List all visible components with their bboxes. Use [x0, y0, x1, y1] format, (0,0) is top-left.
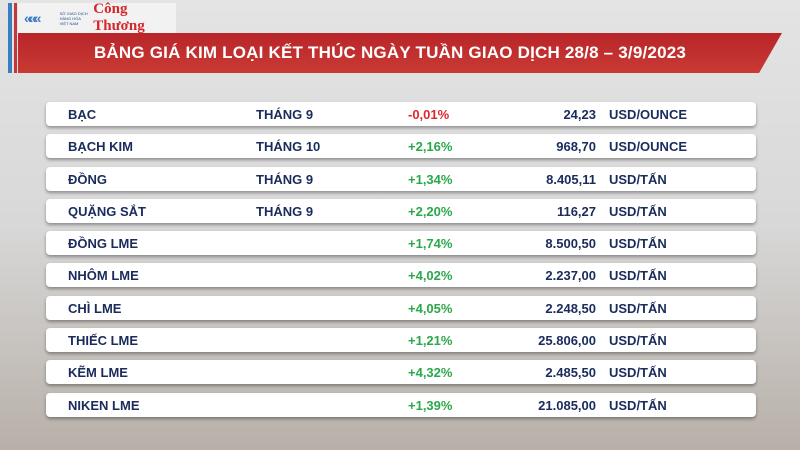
- price-value: 2.485,50: [545, 365, 596, 381]
- table-row: THIẾC LME +1,21% 25.806,00 USD/TẤN: [46, 328, 756, 353]
- metal-name: ĐỒNG LME: [68, 236, 139, 252]
- page-title: BẢNG GIÁ KIM LOẠI KẾT THÚC NGÀY TUẦN GIA…: [93, 43, 687, 62]
- contract-term: THÁNG 9: [256, 107, 314, 122]
- metal-name: KẼM LME: [68, 365, 128, 381]
- price-value: 24,23: [563, 107, 596, 122]
- accent-bar-red: [14, 3, 17, 73]
- metal-name: NHÔM LME: [68, 268, 139, 284]
- metal-name: NIKEN LME: [68, 397, 140, 413]
- price-change: +1,39%: [408, 397, 453, 413]
- price-unit: USD/OUNCE: [609, 107, 688, 122]
- metal-name: BẠCH KIM: [68, 139, 133, 155]
- metal-name: THIẾC LME: [68, 333, 139, 349]
- price-change: +1,34%: [408, 171, 453, 187]
- brand-logo: Công Thương: [93, 1, 145, 34]
- price-value: 21.085,00: [538, 397, 596, 413]
- metal-name: BẠC: [68, 107, 97, 122]
- price-change: +1,74%: [408, 236, 453, 252]
- price-value: 968,70: [556, 139, 596, 155]
- price-value: 2.237,00: [545, 268, 596, 284]
- price-change: +4,05%: [408, 300, 453, 316]
- price-unit: USD/TẤN: [609, 203, 667, 219]
- price-table: BẠC THÁNG 9 -0,01% 24,23 USD/OUNCE BẠCH KIM TH…: [46, 102, 756, 425]
- price-change: +2,16%: [408, 139, 453, 155]
- price-unit: USD/TẤN: [609, 171, 667, 187]
- price-value: 25.806,00: [538, 333, 596, 349]
- price-unit: USD/OUNCE: [609, 139, 688, 155]
- price-unit: USD/TẤN: [609, 365, 667, 381]
- price-change: +2,20%: [408, 203, 453, 219]
- price-unit: USD/TẤN: [609, 236, 667, 252]
- exchange-logo-icon: «««: [24, 10, 41, 26]
- price-change: +4,02%: [408, 268, 453, 284]
- accent-bar-blue: [8, 3, 12, 73]
- table-row: NIKEN LME +1,39% 21.085,00 USD/TẤN: [46, 392, 756, 417]
- metal-name: QUẶNG SẮT: [68, 203, 146, 219]
- contract-term: THÁNG 9: [256, 171, 314, 187]
- table-row: QUẶNG SẮT THÁNG 9 +2,20% 116,27 USD/TẤN: [46, 198, 756, 223]
- table-row: BẠCH KIM THÁNG 10 +2,16% 968,70 USD/OUNCE: [46, 134, 756, 159]
- table-row: NHÔM LME +4,02% 2.237,00 USD/TẤN: [46, 263, 756, 288]
- logo-area: ««« SỞ GIAO DỊCH HÀNG HÓA VIỆT NAM Công …: [18, 1, 176, 34]
- price-value: 8.405,11: [546, 171, 596, 187]
- table-row: CHÌ LME +4,05% 2.248,50 USD/TẤN: [46, 295, 756, 320]
- title-banner: BẢNG GIÁ KIM LOẠI KẾT THÚC NGÀY TUẦN GIA…: [18, 33, 782, 73]
- price-value: 8.500,50: [545, 236, 596, 252]
- price-unit: USD/TẤN: [609, 333, 667, 349]
- table-row: ĐỒNG THÁNG 9 +1,34% 8.405,11 USD/TẤN: [46, 166, 756, 191]
- price-change: -0,01%: [408, 107, 450, 122]
- price-unit: USD/TẤN: [609, 300, 667, 316]
- price-unit: USD/TẤN: [609, 397, 667, 413]
- price-value: 2.248,50: [545, 300, 596, 316]
- metal-name: ĐỒNG: [68, 171, 107, 187]
- price-change: +4,32%: [408, 365, 453, 381]
- table-row: ĐỒNG LME +1,74% 8.500,50 USD/TẤN: [46, 231, 756, 256]
- contract-term: THÁNG 10: [256, 139, 321, 155]
- price-change: +1,21%: [408, 333, 453, 349]
- exchange-name: SỞ GIAO DỊCH HÀNG HÓA VIỆT NAM: [59, 10, 88, 26]
- table-row: KẼM LME +4,32% 2.485,50 USD/TẤN: [46, 360, 756, 385]
- metal-name: CHÌ LME: [68, 300, 122, 316]
- price-value: 116,27: [556, 203, 596, 219]
- table-row: BẠC THÁNG 9 -0,01% 24,23 USD/OUNCE: [46, 102, 756, 126]
- contract-term: THÁNG 9: [256, 203, 314, 219]
- price-unit: USD/TẤN: [609, 268, 667, 284]
